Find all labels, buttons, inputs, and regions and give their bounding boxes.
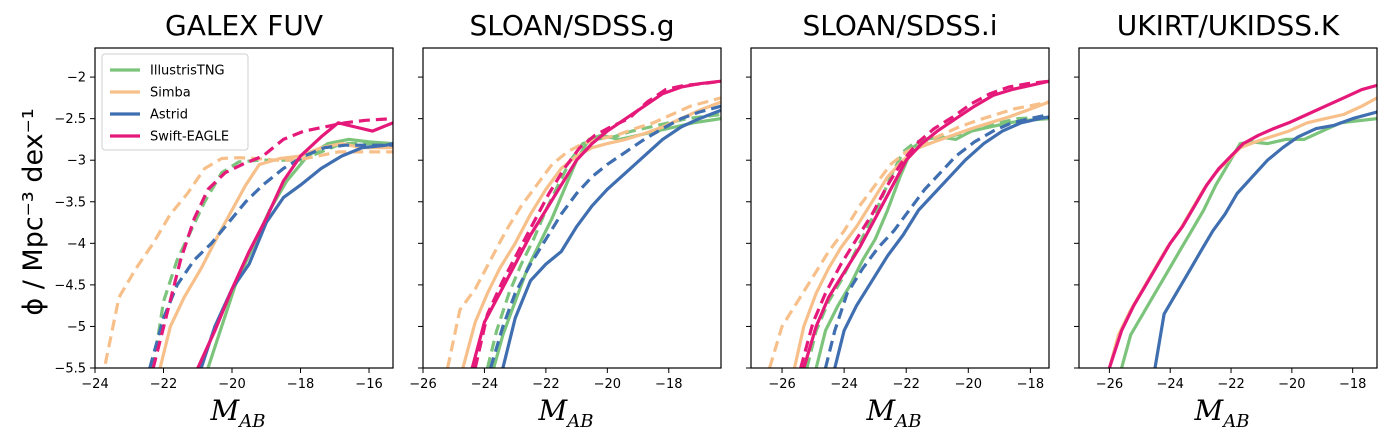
legend-label: Simba xyxy=(150,86,191,101)
y-axis-label: ϕ / Mpc⁻³ dex⁻¹ xyxy=(18,108,49,315)
y-tick-label: −5.5 xyxy=(54,362,86,377)
panel-title: GALEX FUV xyxy=(165,9,323,42)
series-line-astrid-dashed xyxy=(823,112,1049,368)
plot-frame xyxy=(1078,47,1378,369)
series-line-swift-eagle-solid xyxy=(196,121,393,368)
plot-frame xyxy=(750,47,1050,369)
x-axis-label: MAB xyxy=(1194,394,1250,432)
x-tick-label: −22 xyxy=(150,377,177,392)
panel-title: UKIRT/UKIDSS.K xyxy=(1117,9,1340,42)
series-line-swift-eagle-dashed xyxy=(151,117,393,368)
x-tick-label: −24 xyxy=(830,377,857,392)
series-line-astrid-solid xyxy=(833,115,1049,368)
series-line-simba-solid xyxy=(158,142,393,368)
legend: IllustrisTNG Simba Astrid Swift-EAGLE xyxy=(101,53,249,151)
series-line-illustristng-solid xyxy=(814,117,1049,368)
x-axis-label: MAB xyxy=(538,394,594,432)
x-tick-label: −26 xyxy=(768,377,795,392)
y-axis-label-group: ϕ / Mpc⁻³ dex⁻¹ xyxy=(18,108,49,315)
x-axis-label: MAB xyxy=(866,394,922,432)
legend-box xyxy=(101,53,249,151)
series-lines xyxy=(1107,83,1377,368)
x-tick-label: −24 xyxy=(1157,377,1184,392)
x-tick-label: −18 xyxy=(287,377,314,392)
legend-item: Simba xyxy=(110,86,191,101)
legend-item: IllustrisTNG xyxy=(110,64,225,79)
x-tick-label: −18 xyxy=(1339,377,1366,392)
y-tick-label: −5 xyxy=(67,320,86,335)
panels: GALEX FUV −24 −22 −20 −18 −16 −5.5 −5 −4.5 −4 −3.5… xyxy=(54,9,1378,432)
x-tick-label: −20 xyxy=(218,377,245,392)
panel-title: SLOAN/SDSS.i xyxy=(802,9,997,42)
series-line-simba-solid xyxy=(792,100,1049,368)
x-tick-label: −20 xyxy=(955,377,982,392)
series-lines xyxy=(103,117,393,368)
series-line-astrid-solid xyxy=(199,142,393,368)
x-tick-label: −26 xyxy=(1096,377,1123,392)
panel-3: SLOAN/SDSS.i −26 −24 −22 −20 −18 MAB xyxy=(746,9,1050,432)
series-line-illustristng-solid xyxy=(1120,117,1377,368)
plot-frame xyxy=(422,47,722,369)
series-lines xyxy=(446,79,721,368)
series-line-swift-eagle-dashed xyxy=(473,79,721,368)
legend-label: IllustrisTNG xyxy=(150,64,225,79)
series-line-illustristng-dashed xyxy=(151,142,393,368)
x-tick-label: −24 xyxy=(81,377,108,392)
series-line-astrid-solid xyxy=(501,108,721,368)
panel-2: SLOAN/SDSS.g −26 −24 −22 −20 −18 MAB xyxy=(409,9,722,432)
series-line-astrid-dashed xyxy=(148,143,393,368)
legend-item: Astrid xyxy=(110,108,188,123)
series-line-illustristng-solid xyxy=(206,137,393,368)
panel-title: SLOAN/SDSS.g xyxy=(469,9,674,42)
x-tick-label: −22 xyxy=(892,377,919,392)
series-line-illustristng-dashed xyxy=(485,112,721,368)
series-line-astrid-solid xyxy=(1153,110,1377,368)
series-line-simba-dashed xyxy=(103,150,393,365)
x-tick-label: −22 xyxy=(1217,377,1244,392)
x-tick-label: −22 xyxy=(532,377,559,392)
panel-1: GALEX FUV −24 −22 −20 −18 −16 −5.5 −5 −4.5 −4 −3.5… xyxy=(54,9,394,432)
y-tick-label: −4 xyxy=(67,237,86,252)
x-tick-label: −18 xyxy=(1017,377,1044,392)
x-tick-label: −16 xyxy=(355,377,382,392)
series-line-simba-dashed xyxy=(768,100,1049,368)
x-tick-label: −20 xyxy=(1278,377,1305,392)
legend-item: Swift-EAGLE xyxy=(110,130,229,145)
y-tick-label: −2.5 xyxy=(54,112,86,127)
x-tick-label: −20 xyxy=(594,377,621,392)
series-line-swift-eagle-solid xyxy=(802,79,1049,368)
y-tick-label: −3 xyxy=(67,154,86,169)
series-line-simba-solid xyxy=(1107,96,1377,368)
series-lines xyxy=(768,79,1049,368)
series-line-astrid-dashed xyxy=(489,104,721,368)
x-tick-label: −26 xyxy=(409,377,436,392)
series-line-swift-eagle-solid xyxy=(1107,83,1377,368)
legend-label: Astrid xyxy=(150,108,188,123)
legend-label: Swift-EAGLE xyxy=(150,130,229,145)
series-line-swift-eagle-dashed xyxy=(799,79,1049,368)
x-tick-label: −18 xyxy=(655,377,682,392)
panel-4: UKIRT/UKIDSS.K −26 −24 −22 −20 −18 MAB xyxy=(1074,9,1378,432)
series-line-simba-dashed xyxy=(446,96,721,368)
plot-frame xyxy=(94,47,394,369)
series-line-swift-eagle-solid xyxy=(470,79,721,368)
x-axis-label: MAB xyxy=(210,394,266,432)
y-tick-label: −2 xyxy=(67,71,86,86)
y-tick-label: −3.5 xyxy=(54,195,86,210)
y-tick-label: −4.5 xyxy=(54,278,86,293)
x-tick-label: −24 xyxy=(471,377,498,392)
series-line-illustristng-dashed xyxy=(805,115,1049,368)
